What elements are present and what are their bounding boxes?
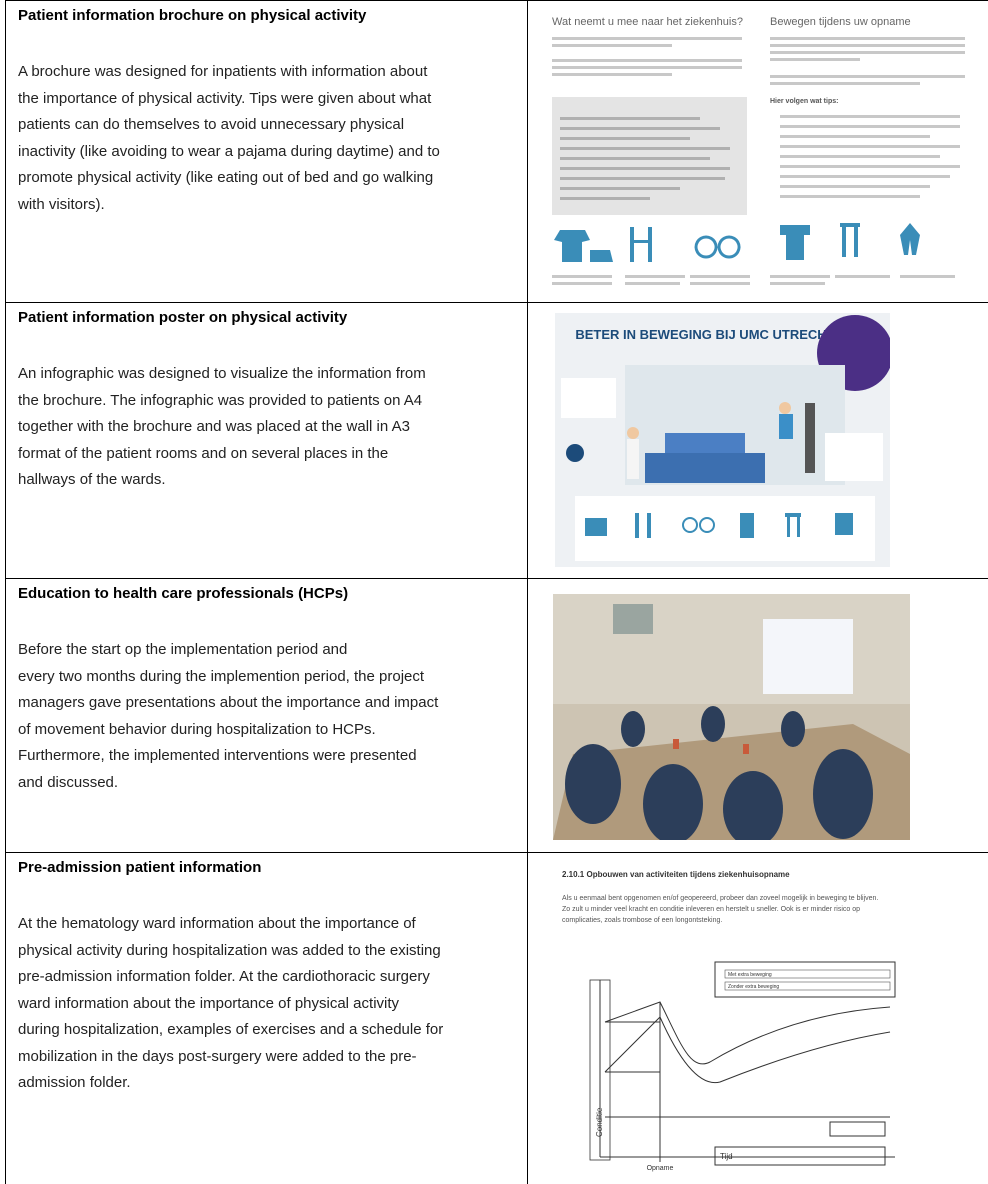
folder-heading: 2.10.1 Opbouwen van activiteiten tijdens… [562,870,790,879]
text-line: the importance of physical activity. Tip… [18,89,432,107]
text-line: of movement behavior during hospitalizat… [18,720,376,738]
text-line: mobilization in the days post-surgery we… [18,1047,417,1065]
text-line: Furthermore, the implemented interventio… [18,747,417,764]
brochure-heading: Bewegen tijdens uw opname [770,16,911,28]
text-line: the brochure. The infographic was provid… [18,391,423,409]
row-title: Pre-admission patient information [18,859,262,876]
cell: Education to health care professionals (… [6,579,528,852]
cell: Pre-admission patient information At the … [6,853,528,1184]
text-line: managers gave presentations about the im… [18,694,439,711]
paragraph: At the hematology ward information about… [18,911,443,1097]
poster-image: BETER IN BEWEGING BIJ UMC UTRECHT [555,313,890,567]
text-line: A brochure was designed for inpatients w… [18,63,428,80]
text-line: physical activity during hospitalization… [18,941,441,959]
legend-label: Zonder extra beweging [728,984,779,990]
row-title: Education to health care professionals (… [18,585,349,602]
x-marker: Opname [647,1165,674,1172]
text-line: At the hematology ward information about… [18,915,416,932]
text-line: Before the start op the implementation p… [18,641,348,658]
table-row: Patient information poster on physical a… [5,302,988,578]
table-row: Patient information brochure on physical… [5,0,988,302]
folder-text: Als u eenmaal bent opgenomen en/of geope… [562,895,878,902]
text-line: and discussed. [18,773,119,791]
poster-heading: BETER IN BEWEGING BIJ UMC UTRECHT [575,327,834,342]
text-line: format of the patient rooms and on sever… [18,444,389,462]
text-line: every two months during the implemention… [18,667,425,685]
brochure-image: Wat neemt u mee naar het ziekenhuis? Bew… [530,5,986,300]
text-line: patients can do themselves to avoid unne… [18,116,405,133]
x-label: Tijd [720,1152,733,1161]
paragraph: A brochure was designed for inpatients w… [18,59,440,218]
paragraph: An infographic was designed to visualize… [18,361,426,494]
text-line: inactivity (like avoiding to wear a paja… [18,142,440,160]
text-line: together with the brochure and was place… [18,418,410,435]
text-line: ward information about the importance of… [18,994,400,1012]
text-line: pre-admission information folder. At the… [18,968,430,985]
text-line: admission folder. [18,1074,131,1091]
row-title: Patient information brochure on physical… [18,7,367,24]
text-line: promote physical activity (like eating o… [18,169,434,186]
brochure-tips: Hier volgen wat tips: [770,98,838,105]
cell: Patient information brochure on physical… [6,1,528,302]
legend-label: Met extra beweging [728,972,772,978]
text-line: during hospitalization, examples of exer… [18,1021,444,1038]
paragraph: Before the start op the implementation p… [18,637,438,796]
table-row: Pre-admission patient information At the … [5,852,988,1184]
row-title: Patient information poster on physical a… [18,309,348,326]
photo [553,594,910,840]
table-row: Education to health care professionals (… [5,578,988,852]
folder-text: complicaties, zoals trombose of een long… [562,917,722,924]
text-line: An infographic was designed to visualize… [18,365,426,382]
cell: Patient information poster on physical a… [6,303,528,578]
folder-image: 2.10.1 Opbouwen van activiteiten tijdens… [560,862,955,1172]
brochure-heading: Wat neemt u mee naar het ziekenhuis? [552,16,743,28]
text-line: with visitors). [18,195,105,213]
y-label: Conditie [595,1107,604,1137]
folder-text: Zo zult u minder veel kracht en conditie… [562,906,860,913]
text-line: hallways of the wards. [18,471,166,488]
